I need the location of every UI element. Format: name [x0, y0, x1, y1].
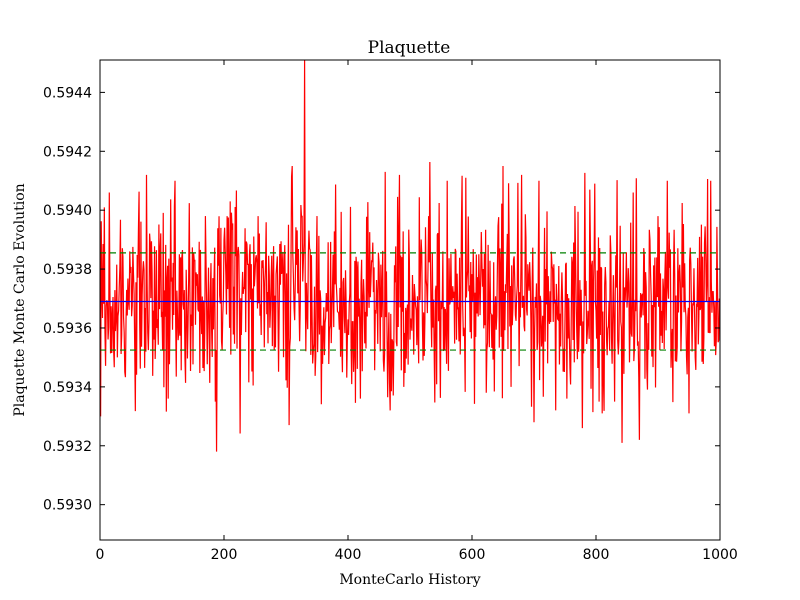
axis-ticks: 0 200 400 600 800 1000 0.5930 0.5932 0.5934 0.593…: [43, 60, 738, 563]
x-tick-label: 600: [459, 547, 486, 563]
chart-title: Plaquette: [368, 38, 451, 58]
y-tick-label: 0.5944: [43, 85, 92, 101]
y-tick-label: 0.5938: [43, 262, 92, 278]
y-tick-label: 0.5930: [43, 498, 92, 514]
x-tick-label: 800: [583, 547, 610, 563]
y-tick-label: 0.5940: [43, 203, 92, 219]
x-tick-label: 200: [211, 547, 238, 563]
series-line-history: [100, 60, 720, 452]
x-tick-label: 400: [335, 547, 362, 563]
x-tick-label: 0: [96, 547, 105, 563]
y-tick-label: 0.5942: [43, 144, 92, 160]
y-tick-label: 0.5934: [43, 380, 92, 396]
y-axis-label: Plaquette Monte Carlo Evolution: [12, 183, 28, 416]
y-tick-label: 0.5932: [43, 439, 92, 455]
x-tick-label: 1000: [702, 547, 738, 563]
plot-area: [100, 60, 720, 452]
x-axis-label: MonteCarlo History: [339, 572, 480, 588]
y-tick-label: 0.5936: [43, 321, 92, 337]
plot-frame: [99, 59, 721, 541]
